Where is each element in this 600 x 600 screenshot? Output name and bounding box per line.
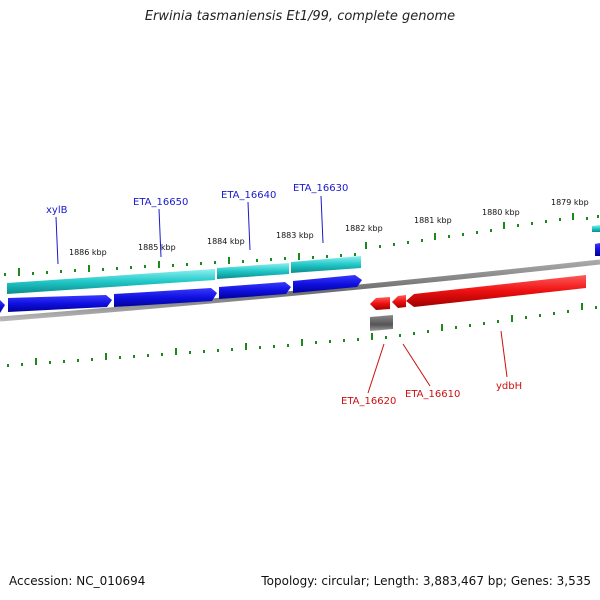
gene-feature[interactable] [392,295,406,308]
scale-label: 1879 kbp [551,198,589,207]
genome-title: Erwinia tasmaniensis Et1/99, complete ge… [144,9,456,24]
genome-backbone [0,259,600,322]
cds-feature[interactable] [8,295,112,312]
bottom-label-leaders [367,330,508,394]
cds-feature[interactable] [0,300,5,313]
cds-feature[interactable] [219,282,291,299]
forward-gene-row [0,225,600,313]
cds-feature[interactable] [114,288,217,307]
gene-feature[interactable] [7,269,215,294]
bottom-scale-ticks [7,303,597,367]
gene-label-eta-16650[interactable]: ETA_16650 [133,197,188,208]
gene-feature[interactable] [406,275,586,307]
scale-label: 1884 kbp [207,237,245,246]
scale-label: 1882 kbp [345,224,383,233]
gene-label-ydbh[interactable]: ydbH [496,381,522,392]
gene-label-eta-16630[interactable]: ETA_16630 [293,183,348,194]
scale-label: 1883 kbp [276,231,314,240]
gene-label-xylb[interactable]: xylB [46,205,68,216]
cds-feature[interactable] [293,275,362,293]
gene-label-eta-16640[interactable]: ETA_16640 [221,190,276,201]
cds-feature[interactable] [595,243,600,256]
scale-label: 1885 kbp [138,243,176,252]
gene-feature[interactable] [592,225,600,232]
top-scale-ticks [4,213,599,276]
scale-label: 1880 kbp [482,208,520,217]
gene-feature[interactable] [291,256,361,273]
gene-label-eta-16620[interactable]: ETA_16620 [341,396,396,407]
accession-text: Accession: NC_010694 [9,574,146,588]
top-label-leaders [55,195,324,265]
reverse-gene-row [370,275,586,331]
gene-label-eta-16610[interactable]: ETA_16610 [405,389,460,400]
scale-label: 1886 kbp [69,248,107,257]
scale-label: 1881 kbp [414,216,452,225]
gene-feature[interactable] [370,297,390,310]
gene-feature[interactable] [217,263,289,279]
genome-summary-text: Topology: circular; Length: 3,883,467 bp… [261,574,591,588]
gene-feature[interactable] [370,315,393,331]
